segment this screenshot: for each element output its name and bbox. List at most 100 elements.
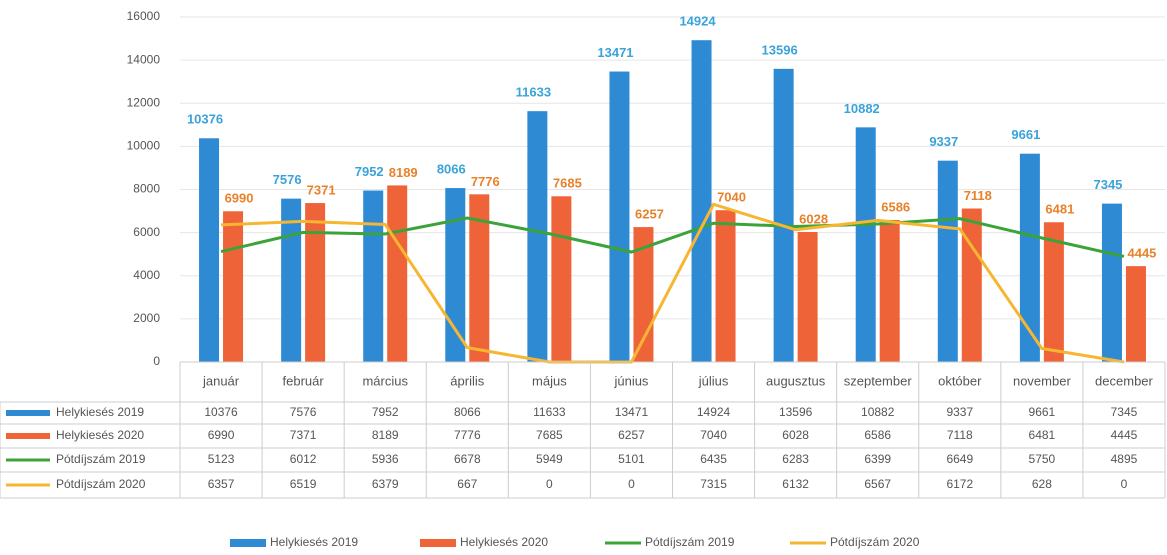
legend-label: Pótdíjszám 2020 bbox=[830, 535, 920, 549]
table-cell: 0 bbox=[628, 477, 635, 491]
line bbox=[220, 216, 1125, 258]
legend-key bbox=[230, 539, 266, 547]
x-tick-label: november bbox=[1013, 373, 1071, 388]
table-cell: 0 bbox=[1121, 477, 1128, 491]
table-cell: 11633 bbox=[533, 405, 566, 419]
bar bbox=[445, 188, 466, 362]
bar bbox=[551, 196, 572, 362]
data-label: 4445 bbox=[1127, 246, 1156, 261]
data-label: 6257 bbox=[635, 207, 664, 222]
table-cell: 6012 bbox=[290, 452, 317, 466]
table-cell: 8066 bbox=[454, 405, 481, 419]
bar bbox=[1019, 153, 1040, 362]
table-cell: 6028 bbox=[782, 428, 809, 442]
x-tick-label: június bbox=[613, 373, 648, 388]
table-cell: 6649 bbox=[946, 452, 973, 466]
data-label: 7371 bbox=[307, 183, 336, 198]
data-label: 7776 bbox=[471, 174, 500, 189]
table-cell: 6481 bbox=[1029, 428, 1056, 442]
table-cell: 14924 bbox=[697, 405, 731, 419]
table-row-label: Pótdíjszám 2020 bbox=[56, 477, 146, 491]
x-tick-label: szeptember bbox=[844, 373, 913, 388]
table-cell: 6567 bbox=[864, 477, 891, 491]
line bbox=[220, 202, 1125, 364]
data-label: 7952 bbox=[355, 164, 384, 179]
x-tick-label: március bbox=[362, 373, 408, 388]
y-tick-label: 8000 bbox=[133, 182, 160, 196]
table-cell: 7776 bbox=[454, 428, 481, 442]
data-label: 11633 bbox=[516, 85, 551, 100]
table-cell: 6678 bbox=[454, 452, 481, 466]
y-tick-label: 16000 bbox=[127, 9, 161, 23]
table-cell: 13596 bbox=[779, 405, 813, 419]
data-label: 7345 bbox=[1093, 177, 1122, 192]
table-cell: 667 bbox=[457, 477, 477, 491]
data-label: 7576 bbox=[273, 172, 302, 187]
bar bbox=[223, 211, 244, 362]
data-label: 6481 bbox=[1045, 202, 1074, 217]
bar bbox=[1101, 203, 1122, 362]
table-cell: 6379 bbox=[372, 477, 399, 491]
table-cell: 5101 bbox=[618, 452, 645, 466]
table-cell: 6132 bbox=[782, 477, 809, 491]
table-cell: 628 bbox=[1032, 477, 1052, 491]
bar bbox=[691, 40, 712, 363]
table-cell: 6283 bbox=[782, 452, 809, 466]
legend-key bbox=[6, 410, 50, 416]
table-cell: 6990 bbox=[208, 428, 235, 442]
bar bbox=[281, 198, 302, 362]
x-tick-label: február bbox=[283, 373, 325, 388]
table-row-label: Helykiesés 2019 bbox=[56, 405, 144, 419]
legend-key bbox=[6, 433, 50, 439]
table-cell: 6257 bbox=[618, 428, 645, 442]
bar bbox=[961, 208, 982, 362]
data-label: 8189 bbox=[389, 165, 418, 180]
table-cell: 6435 bbox=[700, 452, 727, 466]
table-cell: 6519 bbox=[290, 477, 317, 491]
legend-label: Helykiesés 2020 bbox=[460, 535, 548, 549]
table-cell: 9337 bbox=[946, 405, 973, 419]
table-cell: 6399 bbox=[864, 452, 891, 466]
x-tick-label: április bbox=[450, 373, 484, 388]
table-cell: 7371 bbox=[290, 428, 317, 442]
x-tick-label: augusztus bbox=[766, 373, 826, 388]
y-tick-label: 6000 bbox=[133, 225, 160, 239]
data-label: 13471 bbox=[597, 45, 633, 60]
data-label: 7685 bbox=[553, 176, 582, 191]
bar bbox=[363, 190, 384, 362]
table-cell: 6357 bbox=[208, 477, 235, 491]
table-cell: 5750 bbox=[1029, 452, 1056, 466]
bar bbox=[199, 138, 220, 362]
y-tick-label: 12000 bbox=[127, 95, 161, 109]
bar bbox=[527, 111, 548, 362]
table-cell: 13471 bbox=[615, 405, 649, 419]
table-cell: 9661 bbox=[1029, 405, 1056, 419]
table-cell: 7952 bbox=[372, 405, 399, 419]
table-cell: 4445 bbox=[1111, 428, 1138, 442]
table-cell: 7685 bbox=[536, 428, 563, 442]
data-label: 13596 bbox=[762, 42, 798, 57]
data-label: 7040 bbox=[717, 190, 746, 205]
bar bbox=[715, 210, 736, 362]
table-cell: 4895 bbox=[1111, 452, 1138, 466]
table-cell: 6586 bbox=[864, 428, 891, 442]
legend-label: Pótdíjszám 2019 bbox=[645, 535, 735, 549]
table-cell: 0 bbox=[546, 477, 553, 491]
bar bbox=[879, 219, 900, 362]
bar bbox=[1043, 222, 1064, 362]
x-tick-label: július bbox=[698, 373, 729, 388]
bar bbox=[387, 185, 408, 362]
y-tick-label: 4000 bbox=[133, 268, 160, 282]
data-label: 14924 bbox=[679, 14, 716, 29]
data-label: 7118 bbox=[964, 188, 992, 203]
table-cell: 5123 bbox=[208, 452, 235, 466]
y-tick-label: 10000 bbox=[127, 139, 161, 153]
data-label: 8066 bbox=[437, 162, 466, 177]
table-cell: 7118 bbox=[947, 428, 973, 442]
data-label: 9661 bbox=[1011, 127, 1040, 142]
table-cell: 6172 bbox=[946, 477, 973, 491]
table-row-label: Pótdíjszám 2019 bbox=[56, 452, 146, 466]
table-cell: 7576 bbox=[290, 405, 317, 419]
data-label: 6028 bbox=[799, 211, 828, 226]
legend-key bbox=[420, 539, 456, 547]
